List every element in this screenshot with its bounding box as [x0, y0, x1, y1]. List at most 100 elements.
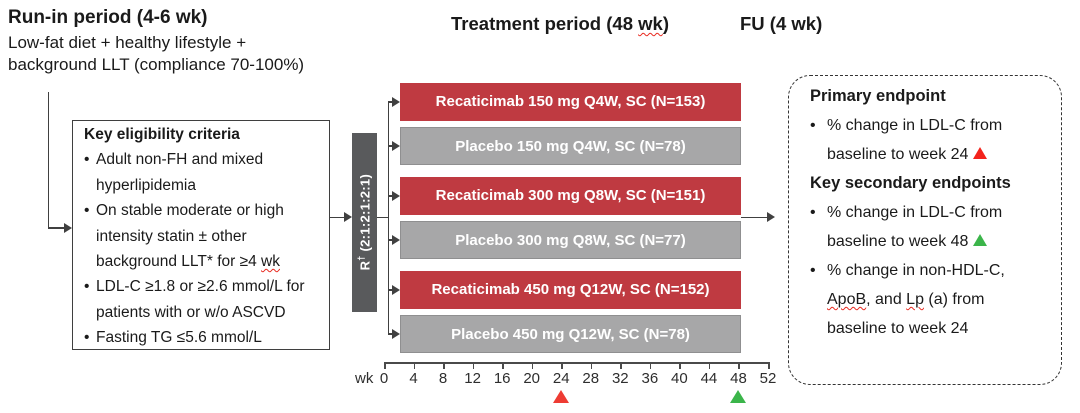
- branch-arrowhead-icon: [392, 97, 400, 107]
- eligibility-text: Adult non-FH and mixed: [96, 151, 264, 169]
- bullet-icon: •: [810, 262, 816, 279]
- axis-tick-label: 32: [611, 370, 629, 387]
- axis-tick: [472, 362, 475, 369]
- week-axis: 0 4 8 12 16 20 24 28 32 36 40 44 48 52: [380, 362, 776, 408]
- axis-tick-label: 16: [493, 370, 511, 387]
- arm-placebo-300-q8w: Placebo 300 mg Q8W, SC (N=77): [400, 221, 741, 259]
- run-in-arrowhead-icon: [64, 222, 72, 233]
- branch-trunk-line: [387, 101, 389, 335]
- eligibility-to-r-arrowhead-icon: [344, 212, 352, 223]
- treatment-period-title: Treatment period (48 wk): [400, 13, 720, 35]
- bullet-icon: •: [84, 151, 90, 169]
- arms-to-endpoints-arrowhead-icon: [767, 212, 775, 223]
- endpoint-text: % change in LDL-C from: [827, 117, 1003, 134]
- run-in-connector-horizontal: [47, 227, 66, 229]
- primary-endpoint-title: Primary endpoint: [810, 87, 946, 105]
- bullet-icon: •: [84, 278, 90, 296]
- axis-tick: [768, 362, 770, 369]
- axis-tick-label: 20: [523, 370, 541, 387]
- eligibility-text: Fasting TG ≤5.6 mmol/L: [96, 329, 262, 347]
- endpoint-text: % change in LDL-C from: [827, 204, 1003, 221]
- axis-tick-label: 24: [552, 370, 570, 387]
- axis-tick-label: 0: [379, 370, 389, 387]
- eligibility-item: • Adult non-FH and mixed: [84, 147, 328, 172]
- secondary-endpoint-marker-icon: [730, 390, 747, 403]
- run-in-subtitle-line2: background LLT (compliance 70-100%): [8, 54, 305, 74]
- r-dagger: †: [356, 255, 367, 262]
- axis-tick: [708, 362, 711, 369]
- endpoint-text-apob: ApoB: [827, 291, 867, 308]
- r-letter: R: [357, 261, 373, 271]
- branch-line: [388, 239, 393, 241]
- endpoint-item: baseline to week 24: [810, 314, 1056, 343]
- endpoints-box: [788, 75, 1062, 385]
- endpoint-item: • % change in non-HDL-C,: [810, 256, 1056, 285]
- axis-tick: [620, 362, 622, 369]
- axis-tick: [649, 362, 652, 369]
- branch-line: [388, 101, 393, 103]
- eligibility-item: patients with or w/o ASCVD: [84, 300, 328, 325]
- endpoint-item: baseline to week 24: [810, 140, 1056, 169]
- r-ratio: (2:1:2:1:2:1): [357, 174, 373, 252]
- arm-recaticimab-300-q8w: Recaticimab 300 mg Q8W, SC (N=151): [400, 177, 741, 215]
- endpoint-item: • % change in LDL-C from: [810, 111, 1056, 140]
- endpoint-item: baseline to week 48: [810, 227, 1056, 256]
- eligibility-item: • On stable moderate or high: [84, 198, 328, 223]
- eligibility-text: hyperlipidemia: [96, 176, 196, 194]
- eligibility-text: intensity statin ± other: [96, 227, 247, 245]
- randomization-label: R† (2:1:2:1:2:1): [356, 174, 372, 271]
- endpoint-text: % change in non-HDL-C,: [827, 262, 1005, 279]
- run-in-period-title: Run-in period (4-6 wk): [8, 7, 208, 28]
- eligibility-text: On stable moderate or high: [96, 202, 284, 220]
- eligibility-title: Key eligibility criteria: [84, 126, 240, 143]
- branch-arrowhead-icon: [392, 329, 400, 339]
- eligibility-item: • LDL-C ≥1.8 or ≥2.6 mmol/L for: [84, 274, 328, 299]
- axis-tick-label: 8: [438, 370, 448, 387]
- eligibility-item: background LLT* for ≥4 wk: [84, 249, 328, 274]
- axis-tick: [679, 362, 681, 369]
- axis-tick-label: 48: [730, 370, 747, 387]
- endpoint-text: baseline to week 48: [827, 233, 969, 250]
- run-in-connector-vertical: [47, 92, 49, 228]
- axis-tick-label: 28: [582, 370, 600, 387]
- endpoint-text: baseline to week 24: [827, 146, 969, 163]
- branch-arrowhead-icon: [392, 235, 400, 245]
- eligibility-text-wk: wk: [261, 253, 280, 271]
- eligibility-item: intensity statin ± other: [84, 224, 328, 249]
- run-in-period-subtitle: Low-fat diet + healthy lifestyle + backg…: [8, 32, 304, 75]
- endpoint-text: , and: [866, 291, 907, 308]
- eligibility-to-r-line: [330, 216, 345, 218]
- branch-line: [388, 195, 393, 197]
- endpoint-text: (a) from: [923, 291, 985, 308]
- axis-tick: [590, 362, 593, 369]
- axis-tick: [413, 362, 416, 369]
- primary-endpoint-marker-icon: [553, 390, 570, 403]
- branch-line: [388, 145, 393, 147]
- endpoint-item: • % change in LDL-C from: [810, 198, 1056, 227]
- follow-up-title: FU (4 wk): [740, 13, 823, 34]
- branch-line: [388, 333, 393, 335]
- arms-to-endpoints-line: [741, 216, 768, 218]
- bullet-icon: •: [810, 117, 816, 134]
- branch-arrowhead-icon: [392, 141, 400, 151]
- arm-placebo-150-q4w: Placebo 150 mg Q4W, SC (N=78): [400, 127, 741, 165]
- run-in-subtitle-line1: Low-fat diet + healthy lifestyle +: [8, 33, 247, 52]
- eligibility-text: background LLT* for ≥4: [96, 253, 262, 271]
- axis-tick-label: 12: [464, 370, 481, 387]
- axis-tick-label: 4: [409, 370, 418, 387]
- treatment-title-text: Treatment period (48: [451, 13, 639, 34]
- arm-recaticimab-450-q12w: Recaticimab 450 mg Q12W, SC (N=152): [400, 271, 741, 309]
- axis-tick-label: 52: [759, 370, 777, 387]
- randomization-bar: R† (2:1:2:1:2:1): [352, 133, 377, 312]
- axis-tick-label: 40: [671, 370, 688, 387]
- treatment-title-close: ): [662, 13, 669, 34]
- eligibility-box: [72, 120, 330, 350]
- axis-unit-label: wk: [355, 370, 374, 387]
- endpoints-content: Primary endpoint • % change in LDL-C from…: [810, 82, 1056, 343]
- axis-tick: [531, 362, 534, 369]
- branch-line: [388, 289, 393, 291]
- red-triangle-icon: [973, 147, 988, 159]
- eligibility-text: LDL-C ≥1.8 or ≥2.6 mmol/L for: [96, 278, 305, 296]
- eligibility-content: Key eligibility criteria • Adult non-FH a…: [84, 122, 328, 351]
- arm-placebo-450-q12w: Placebo 450 mg Q12W, SC (N=78): [400, 315, 741, 353]
